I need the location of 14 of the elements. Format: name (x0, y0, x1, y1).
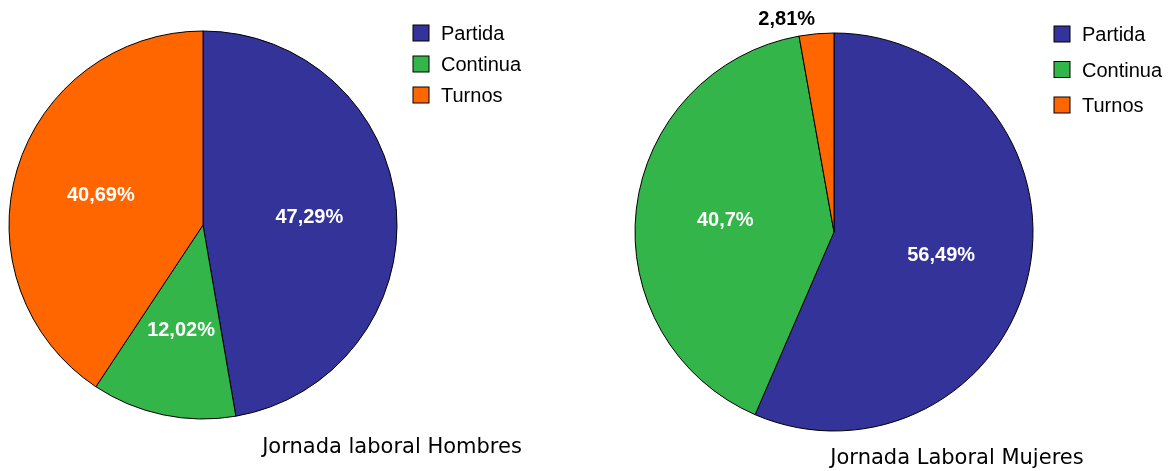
legend-label: Continua (441, 53, 522, 75)
data-label: 40,69% (66, 183, 135, 206)
legend-label: Continua (1082, 58, 1163, 81)
legend-label: Partida (1082, 23, 1147, 45)
data-label: 47,29% (275, 204, 344, 227)
text: Jornada Laboral Mujeres (828, 445, 1084, 469)
text: Jornada laboral Hombres (260, 434, 522, 458)
legend-label: Partida (441, 22, 506, 44)
legend-label: Turnos (441, 84, 503, 106)
data-label: 12,02% (147, 318, 216, 341)
data-label: 56,49% (907, 243, 976, 266)
data-label: 2,81% (758, 6, 816, 29)
data-label: 40,7% (696, 208, 754, 231)
legend-label: Turnos (1082, 94, 1144, 116)
